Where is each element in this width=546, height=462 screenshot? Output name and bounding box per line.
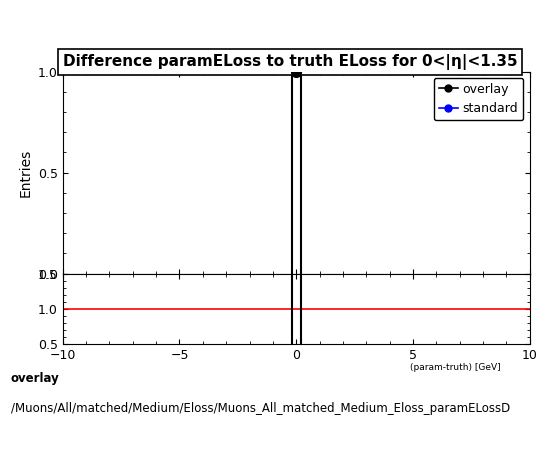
Legend: overlay, standard: overlay, standard — [434, 78, 524, 120]
Text: /Muons/All/matched/Medium/Eloss/Muons_All_matched_Medium_Eloss_paramELossD: /Muons/All/matched/Medium/Eloss/Muons_Al… — [11, 402, 510, 415]
Text: Difference paramELoss to truth ELoss for 0<|η|<1.35: Difference paramELoss to truth ELoss for… — [63, 54, 518, 70]
Text: overlay: overlay — [11, 372, 60, 385]
Text: (param-truth) [GeV]: (param-truth) [GeV] — [410, 363, 500, 371]
Y-axis label: Entries: Entries — [19, 148, 32, 197]
